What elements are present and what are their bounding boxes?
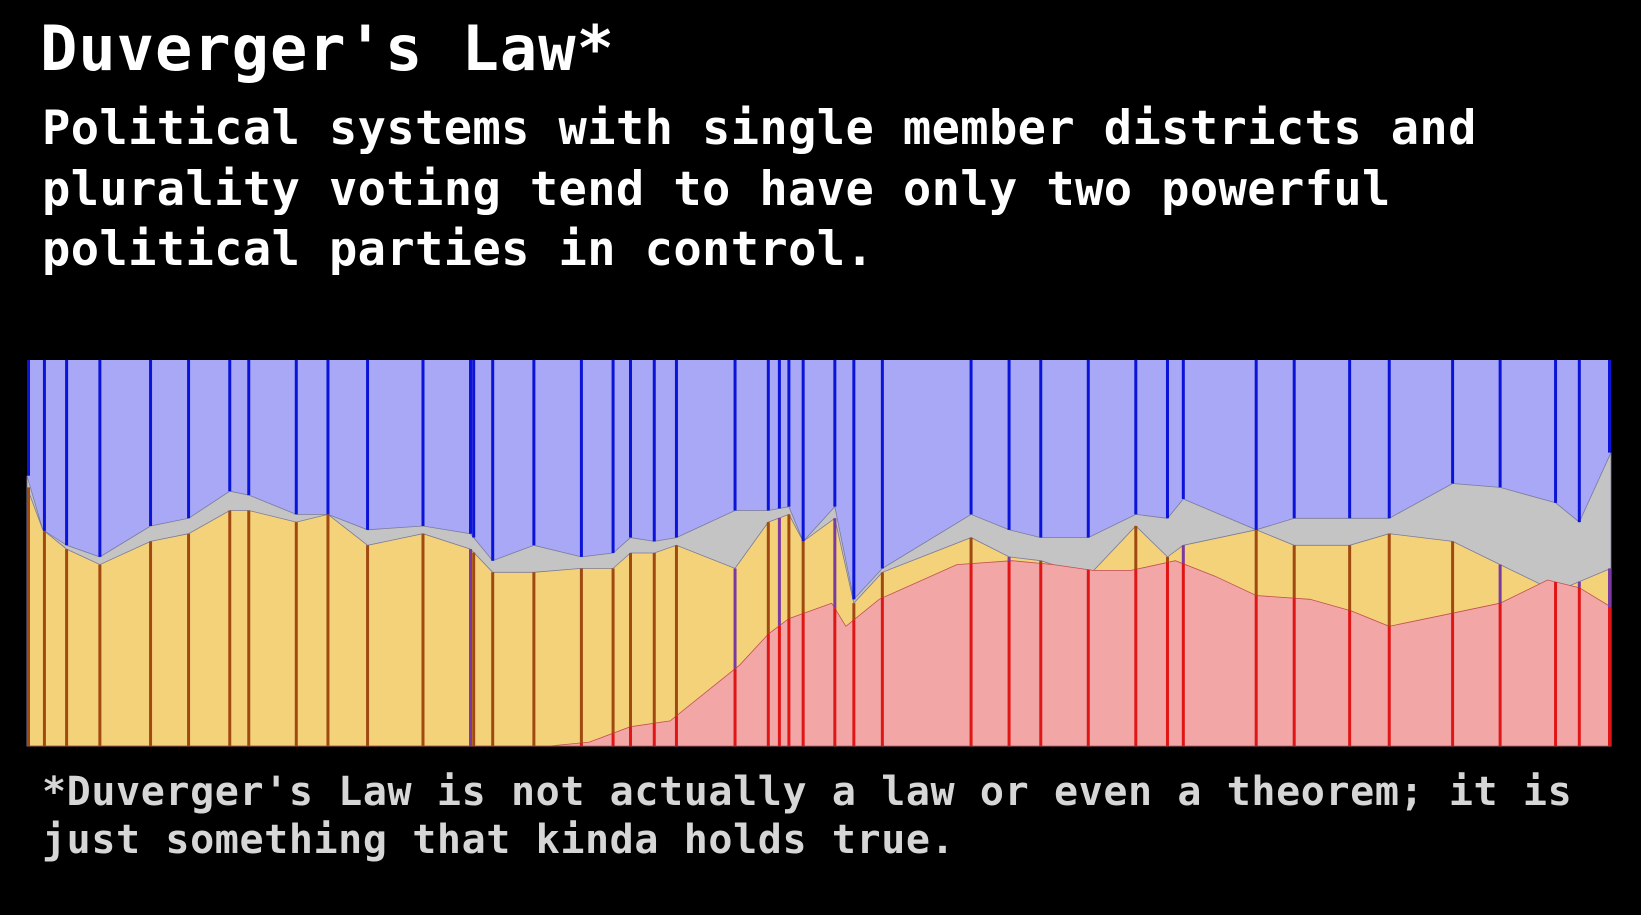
page-title: Duverger's Law*: [40, 12, 615, 85]
footnote: *Duverger's Law is not actually a law or…: [42, 769, 1573, 863]
series-red-area: [27, 560, 1612, 747]
election-lines: [27, 360, 1611, 746]
area-layers: [26, 360, 1612, 747]
page-subtitle: Political systems with single member dis…: [42, 101, 1477, 277]
